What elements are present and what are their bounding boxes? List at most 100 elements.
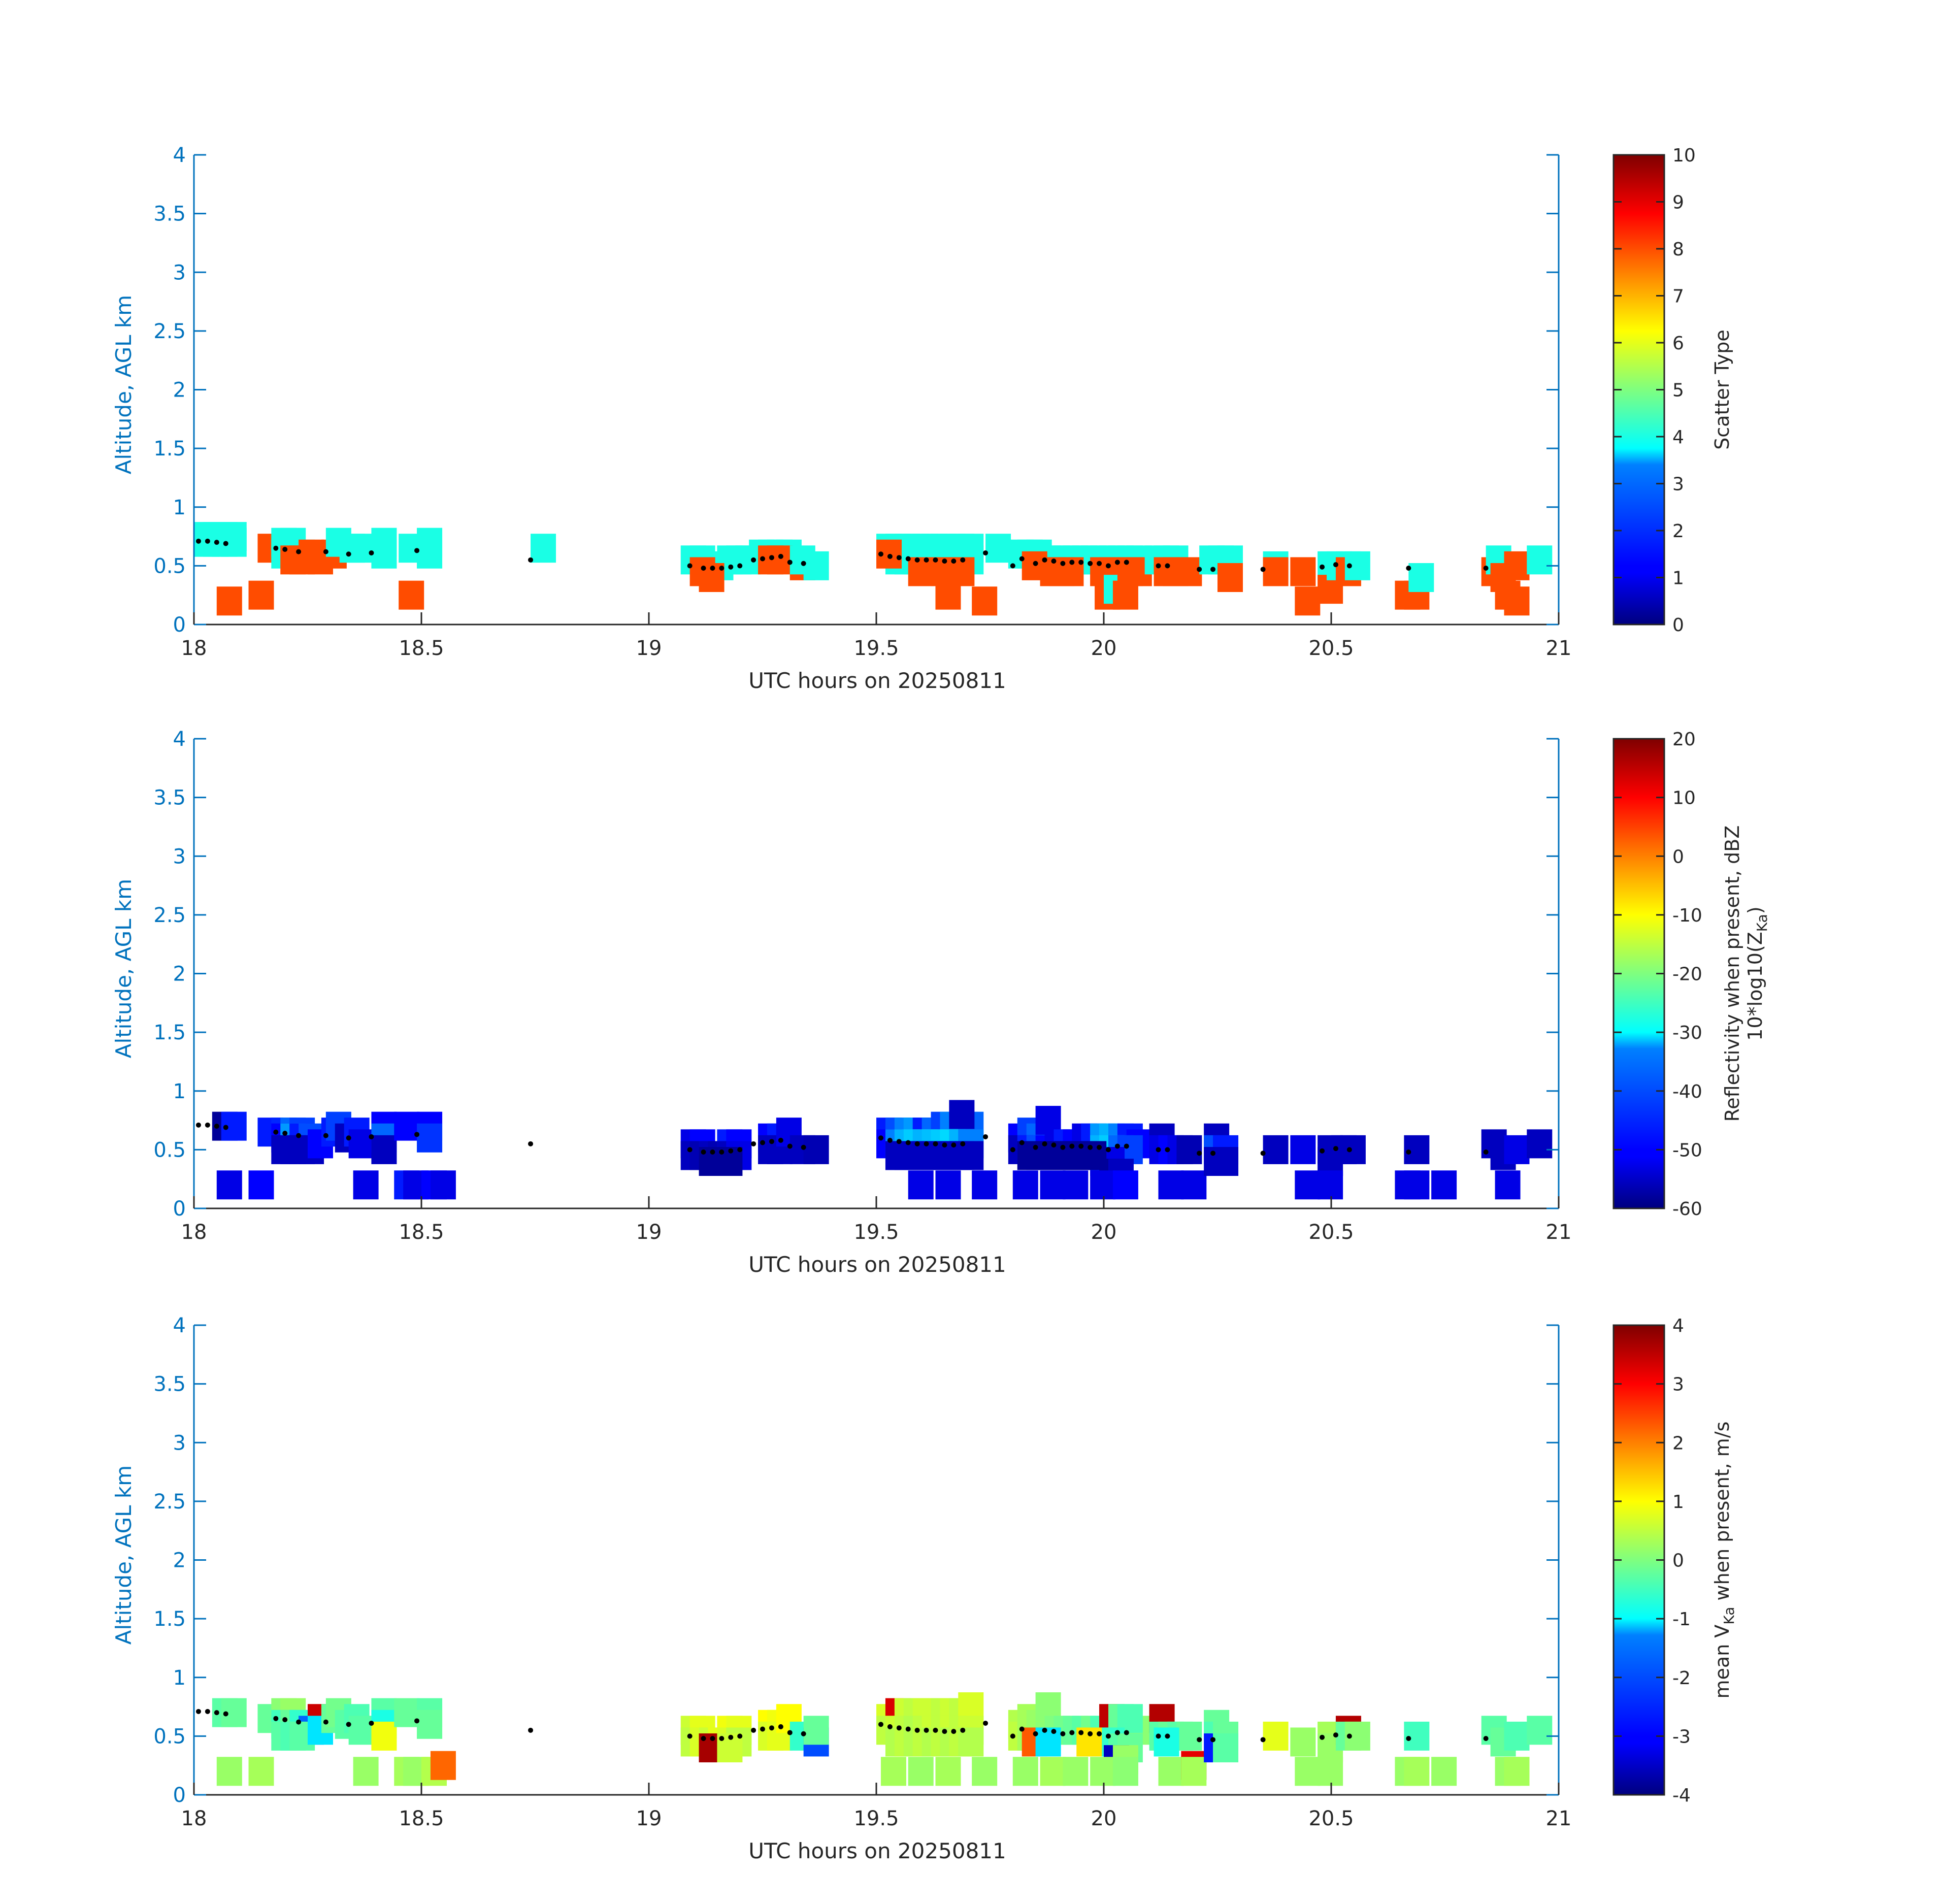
reflectivity-panel: 0 0.5 1 1.5 2 2.5 3 3.5 4 18 18.5 19 19.5 20 20.5 21 UT… [111, 728, 1770, 1277]
data-cell [1176, 1135, 1202, 1164]
cloud-base-dot [1165, 1733, 1170, 1739]
x-tick-label: 19.5 [853, 1221, 899, 1244]
cloud-base-dot [414, 1132, 420, 1137]
y-tick-label: 2 [173, 379, 186, 402]
data-cell [1290, 1727, 1316, 1757]
x-tick-label: 19.5 [853, 637, 899, 660]
cloud-base-dot [1346, 563, 1352, 569]
data-cell [353, 1170, 379, 1200]
data-cell [1290, 557, 1316, 586]
cloud-base-dot [1320, 564, 1325, 570]
cloud-base-dot [273, 545, 279, 551]
cloud-base-dot [905, 1726, 911, 1732]
cloud-base-dot [323, 549, 328, 554]
cloud-base-dot [1060, 1144, 1066, 1150]
cloud-base-dot [933, 1141, 938, 1146]
x-tick-label: 18.5 [399, 1221, 444, 1244]
data-cell [1504, 1135, 1530, 1164]
cloud-base-dot [1156, 1147, 1161, 1153]
cloud-base-dot [1060, 561, 1066, 566]
x-tick-label: 18.5 [399, 637, 444, 660]
x-axis-label: UTC hours on 20250811 [748, 1252, 1006, 1277]
cloud-base-dot [1197, 567, 1202, 572]
cloud-base-dot [933, 1727, 938, 1733]
cloud-base-dot [1010, 1733, 1015, 1739]
y-tick-label: 3.5 [153, 1373, 186, 1396]
cloud-base-dot [1069, 1730, 1075, 1735]
cloud-base-dot [1097, 1144, 1102, 1150]
cloud-base-dot [760, 1140, 765, 1145]
reflectivity-axes: 0 0.5 1 1.5 2 2.5 3 3.5 4 18 18.5 19 19.5 20 20.5 21 [153, 728, 1571, 1244]
data-cell [371, 1135, 397, 1164]
x-tick-label: 18 [181, 1807, 207, 1830]
colorbar-tick-label: 2 [1672, 1433, 1684, 1454]
data-cell [908, 1170, 934, 1200]
colorbar-tick-label: -20 [1672, 964, 1702, 985]
x-tick-label: 20.5 [1308, 1807, 1354, 1830]
cloud-base-dot [223, 1711, 228, 1717]
cloud-base-dot [1042, 1141, 1047, 1146]
data-cell [908, 557, 934, 586]
cloud-base-dot [1260, 1151, 1266, 1156]
cloud-base-dot [960, 1141, 966, 1146]
data-cell [1318, 1757, 1343, 1786]
cloud-base-dot [951, 1142, 957, 1148]
cloud-base-dots [195, 1709, 1489, 1743]
data-cell [1154, 1727, 1179, 1757]
y-tick-label: 3 [173, 261, 186, 284]
cloud-base-dot [1114, 1143, 1120, 1149]
cloud-base-dot [1210, 567, 1216, 572]
cloud-base-dot [1483, 566, 1489, 571]
cloud-base-dot [414, 1718, 420, 1724]
cloud-base-dots [195, 538, 1489, 572]
cloud-base-dot [751, 1141, 756, 1146]
data-cell [399, 580, 424, 610]
colorbar-tick-label: 3 [1672, 1374, 1684, 1395]
cloud-base-dot [1260, 567, 1266, 572]
cloud-base-dot [195, 1709, 201, 1714]
colorbar-tick-label: 8 [1672, 239, 1684, 260]
cloud-base-dot [878, 551, 883, 557]
data-cell [1527, 1716, 1553, 1745]
cloud-base-dot [1165, 1147, 1170, 1153]
data-cell [348, 1129, 374, 1159]
data-cell [1217, 563, 1243, 592]
y-tick-label: 0.5 [153, 1138, 186, 1162]
data-cell [1263, 1135, 1289, 1164]
cloud-base-dot [223, 1125, 228, 1130]
cloud-base-dot [942, 1729, 947, 1734]
y-tick-label: 3.5 [153, 203, 186, 226]
cloud-base-dot [942, 559, 947, 564]
cloud-base-dot [414, 548, 420, 553]
cloud-base-dot [1019, 556, 1025, 562]
data-cell [353, 1757, 379, 1786]
data-cell [1181, 1170, 1207, 1200]
cloud-base-dots [195, 1122, 1489, 1156]
cloud-base-dot [896, 555, 902, 561]
data-cell [1176, 557, 1202, 586]
data-cell [371, 1721, 397, 1751]
data-cell [935, 580, 961, 610]
cloud-base-dot [728, 564, 734, 570]
cloud-base-dot [896, 1725, 902, 1731]
data-cell [935, 1170, 961, 1200]
cloud-base-dot [687, 1147, 693, 1153]
cloud-base-dot [282, 1717, 288, 1722]
cloud-base-dot [1124, 1730, 1129, 1735]
cloud-base-dot [1105, 563, 1111, 569]
y-tick-label: 1.5 [153, 1607, 186, 1631]
cloud-base-dot [983, 550, 989, 555]
cloud-base-dot [1346, 1733, 1352, 1739]
data-cell [248, 580, 274, 610]
x-axis-label: UTC hours on 20250811 [748, 668, 1006, 693]
cloud-base-dot [1156, 563, 1161, 569]
cloud-base-dot [769, 1139, 774, 1144]
y-tick-label: 4 [173, 1314, 186, 1337]
x-tick-label: 19.5 [853, 1807, 899, 1830]
colorbar-tick-label: -40 [1672, 1081, 1702, 1102]
data-cell [1404, 1757, 1430, 1786]
colorbar-tick-label: -50 [1672, 1140, 1702, 1161]
cloud-base-dot [1088, 1144, 1093, 1150]
colorbar-ticks: 0 1 2 3 4 5 6 7 8 9 10 [1614, 145, 1696, 636]
data-cell [1090, 1170, 1116, 1200]
